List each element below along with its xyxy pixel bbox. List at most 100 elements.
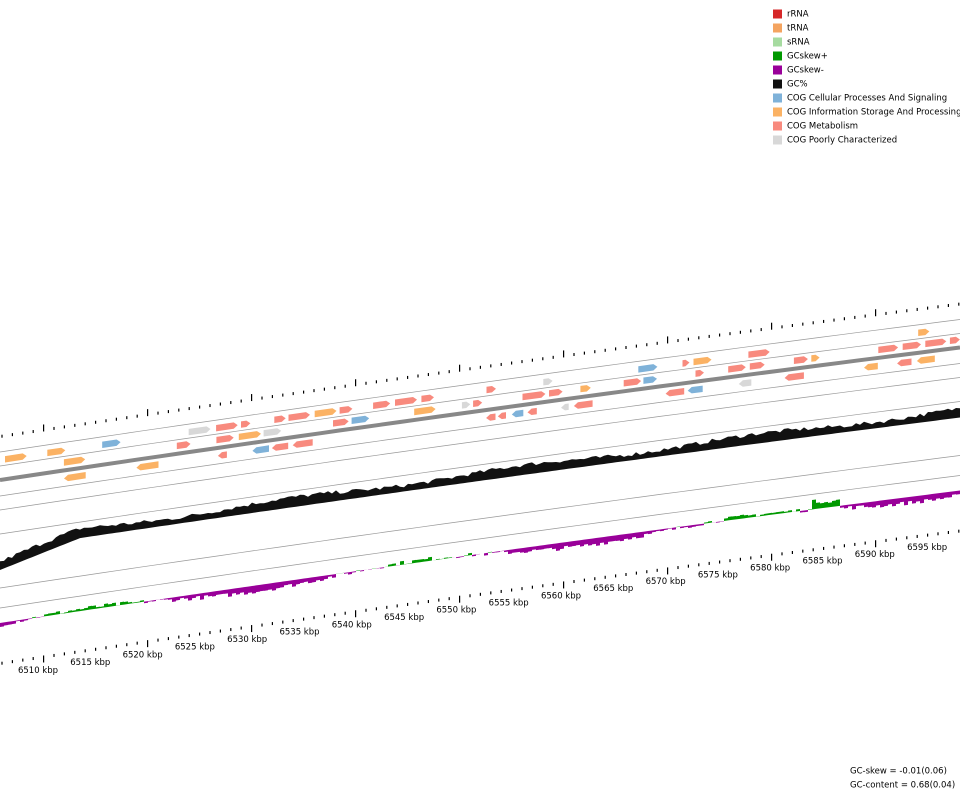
gc-skew-negative xyxy=(460,556,464,558)
gc-skew-positive xyxy=(96,606,100,609)
legend-label: GCskew+ xyxy=(787,52,828,62)
gc-skew-positive xyxy=(776,511,780,515)
gene-arrow xyxy=(252,445,269,454)
gc-skew-negative xyxy=(848,504,852,507)
gc-skew-negative xyxy=(200,592,204,600)
gene-arrow xyxy=(638,364,658,373)
gc-skew-negative xyxy=(716,521,720,523)
gc-skew-negative xyxy=(332,574,336,578)
gc-skew-negative xyxy=(196,593,200,597)
gc-skew-negative xyxy=(396,565,400,566)
gene-arrow xyxy=(623,378,642,387)
gc-skew-negative xyxy=(672,527,676,530)
gc-skew-negative xyxy=(904,497,908,506)
gc-skew-negative xyxy=(172,596,176,602)
gc-skew-negative xyxy=(840,505,844,508)
gene-arrow xyxy=(511,409,524,418)
gc-skew-negative xyxy=(528,546,532,552)
gc-skew-negative xyxy=(4,621,8,626)
gc-skew-positive xyxy=(728,516,732,521)
gc-skew-positive xyxy=(820,502,824,509)
legend-swatch xyxy=(773,9,782,19)
gene-arrow xyxy=(687,385,703,394)
gc-skew-negative xyxy=(28,618,32,620)
gc-skew-negative xyxy=(660,528,664,532)
gc-skew-negative xyxy=(656,529,660,532)
gc-skew-negative xyxy=(592,538,596,545)
gene-arrow xyxy=(784,372,804,381)
gc-skew-negative xyxy=(568,541,572,548)
gc-skew-negative xyxy=(264,583,268,591)
gc-skew-negative xyxy=(668,527,672,529)
gc-skew-negative xyxy=(292,579,296,587)
gc-skew-negative xyxy=(184,595,188,599)
gene-arrow xyxy=(486,413,496,421)
gc-skew-negative xyxy=(604,536,608,545)
gc-skew-positive xyxy=(424,558,428,562)
gc-skew-positive xyxy=(128,601,132,605)
gene-arrow xyxy=(864,362,878,371)
gene-arrow xyxy=(878,344,899,354)
gc-skew-positive xyxy=(732,516,736,520)
legend-swatch xyxy=(773,23,782,33)
gc-skew-positive xyxy=(92,605,96,610)
gc-skew-positive xyxy=(388,564,392,567)
gene-arrow xyxy=(263,428,282,437)
gene-arrow xyxy=(925,338,947,348)
gc-skew-negative xyxy=(540,545,544,550)
gene-arrow xyxy=(421,394,434,403)
gc-skew-negative xyxy=(244,586,248,595)
gc-skew-negative xyxy=(20,619,24,623)
gc-skew-negative xyxy=(652,529,656,533)
gc-skew-negative xyxy=(40,616,44,618)
gene-arrow xyxy=(136,461,159,471)
gc-skew-negative xyxy=(912,496,916,504)
gc-skew-negative xyxy=(864,502,868,508)
gc-skew-negative xyxy=(456,556,460,559)
gc-skew-positive xyxy=(404,563,408,565)
gc-skew-negative xyxy=(8,621,12,625)
gene-arrow xyxy=(748,349,770,358)
gc-skew-negative xyxy=(344,572,348,574)
gc-skew-negative xyxy=(272,582,276,591)
gc-skew-negative xyxy=(648,530,652,535)
gc-skew-negative xyxy=(680,526,684,529)
gc-skew-positive xyxy=(88,605,92,610)
gc-skew-positive xyxy=(704,522,708,524)
gc-skew-positive xyxy=(356,570,360,572)
gc-skew-positive xyxy=(768,512,772,516)
gc-skew-negative xyxy=(368,568,372,570)
gc-skew-positive xyxy=(336,573,340,575)
gc-skew-negative xyxy=(0,622,4,627)
gc-skew-negative xyxy=(216,590,220,595)
gc-skew-positive xyxy=(444,557,448,559)
gc-skew-negative xyxy=(228,588,232,597)
gc-skew-negative xyxy=(220,590,224,595)
gene-arrow xyxy=(749,361,765,370)
gc-skew-negative xyxy=(248,585,252,593)
gc-skew-positive xyxy=(432,559,436,561)
gc-skew-negative xyxy=(180,595,184,599)
gene-arrow xyxy=(543,378,553,386)
gc-skew-negative xyxy=(36,617,40,619)
gene-arrow xyxy=(738,379,752,387)
scale-label: 6520 kbp xyxy=(123,650,163,660)
gc-skew-negative xyxy=(908,496,912,502)
gc-skew-negative xyxy=(932,493,936,501)
gc-skew-positive xyxy=(708,520,712,524)
gc-skew-positive xyxy=(792,511,796,513)
gc-skew-negative xyxy=(204,592,208,596)
gc-skew-negative xyxy=(956,490,960,495)
scale-label: 6590 kbp xyxy=(855,550,895,560)
gene-arrow xyxy=(271,442,289,451)
gc-skew-negative xyxy=(24,618,28,621)
gc-skew-negative xyxy=(512,548,516,553)
gene-arrow xyxy=(643,376,657,384)
gc-skew-positive xyxy=(32,616,36,619)
track-line xyxy=(0,455,960,589)
gene-arrow xyxy=(395,397,417,406)
gene-arrow xyxy=(333,418,349,427)
gc-skew-negative xyxy=(176,596,180,601)
legend-label: GC% xyxy=(787,80,808,90)
